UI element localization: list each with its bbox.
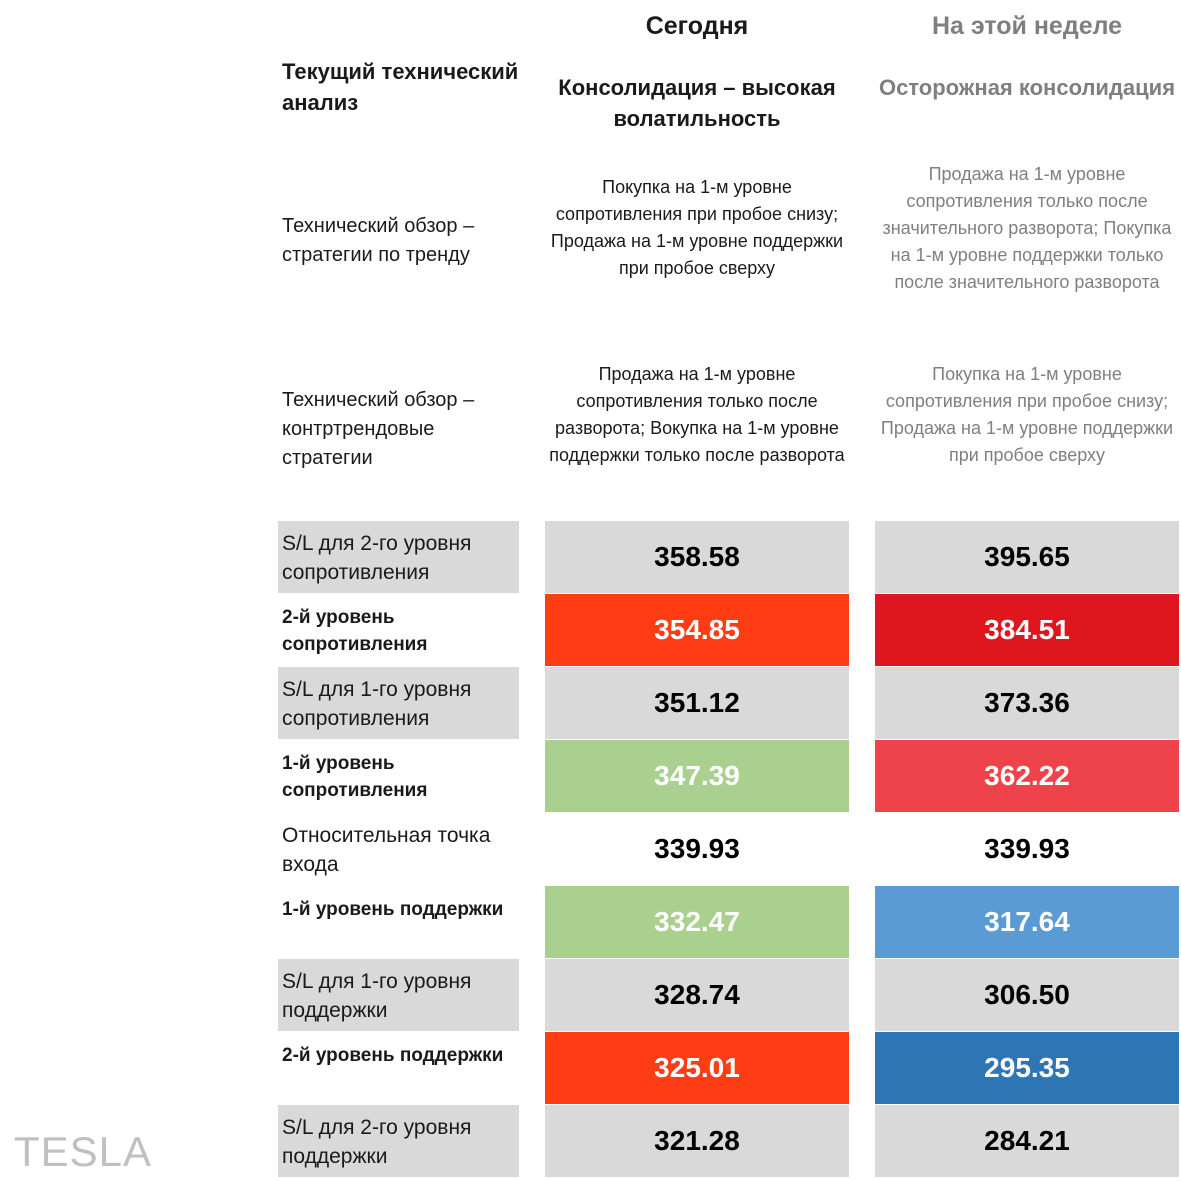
section-title: Текущий технический анализ — [282, 59, 519, 115]
level-value-today: 358.58 — [545, 521, 849, 593]
level-label: 1-й уровень сопротивления — [278, 740, 519, 812]
column-header-today: Сегодня — [645, 12, 749, 40]
level-row: S/L для 2-го уровня поддержки 321.28 284.2… — [0, 1105, 1181, 1177]
level-value-today: 321.28 — [545, 1105, 849, 1177]
level-row: S/L для 1-го уровня поддержки 328.74 306.5… — [0, 959, 1181, 1031]
level-label: 2-й уровень сопротивления — [278, 594, 519, 666]
level-label: S/L для 1-го уровня поддержки — [278, 959, 519, 1031]
level-row: 2-й уровень поддержки 325.01 295.35 — [0, 1032, 1181, 1104]
level-value-today: 328.74 — [545, 959, 849, 1031]
mode-today: Консолидация – высокая волатильность — [558, 75, 836, 131]
level-label: 1-й уровень поддержки — [278, 886, 519, 958]
level-value-week: 384.51 — [875, 594, 1179, 666]
strategy-counter-week: Покупка на 1-м уровне сопротивления при … — [880, 364, 1174, 465]
level-value-week: 339.93 — [875, 813, 1179, 885]
strategy-label-counter: Технический обзор – контртрендовые страт… — [282, 389, 475, 469]
level-row: S/L для 1-го уровня сопротивления 351.12 3… — [0, 667, 1181, 739]
mode-week: Осторожная консолидация — [878, 75, 1176, 100]
level-value-today: 332.47 — [545, 886, 849, 958]
level-label: S/L для 2-го уровня поддержки — [278, 1105, 519, 1177]
level-value-today: 339.93 — [545, 813, 849, 885]
level-value-week: 284.21 — [875, 1105, 1179, 1177]
level-row: 1-й уровень поддержки 332.47 317.64 — [0, 886, 1181, 958]
level-value-week: 317.64 — [875, 886, 1179, 958]
level-value-week: 373.36 — [875, 667, 1179, 739]
level-value-today: 351.12 — [545, 667, 849, 739]
strategy-label-trend: Технический обзор – стратегии по тренду — [282, 215, 475, 266]
level-label: Относительная точка входа — [278, 813, 519, 885]
strategy-trend-week: Продажа на 1-м уровне сопротивления толь… — [882, 164, 1172, 292]
level-label: S/L для 1-го уровня сопротивления — [278, 667, 519, 739]
level-row: S/L для 2-го уровня сопротивления 358.58 3… — [0, 521, 1181, 593]
strategy-trend-today: Покупка на 1-м уровне сопротивления при … — [550, 177, 844, 278]
column-header-week: На этой неделе — [931, 12, 1123, 40]
level-value-week: 306.50 — [875, 959, 1179, 1031]
level-value-week: 395.65 — [875, 521, 1179, 593]
level-value-week: 362.22 — [875, 740, 1179, 812]
brand-watermark: TESLA — [14, 1128, 153, 1175]
level-label: S/L для 2-го уровня сопротивления — [278, 521, 519, 593]
level-row: 1-й уровень сопротивления 347.39 362.22 — [0, 740, 1181, 812]
strategy-counter-today: Продажа на 1-м уровне сопротивления толь… — [549, 364, 845, 465]
level-value-today: 354.85 — [545, 594, 849, 666]
level-row: 2-й уровень сопротивления 354.85 384.51 — [0, 594, 1181, 666]
level-row: Относительная точка входа 339.93 339.93 — [0, 813, 1181, 885]
level-value-week: 295.35 — [875, 1032, 1179, 1104]
level-value-today: 347.39 — [545, 740, 849, 812]
level-label: 2-й уровень поддержки — [278, 1032, 519, 1104]
level-value-today: 325.01 — [545, 1032, 849, 1104]
